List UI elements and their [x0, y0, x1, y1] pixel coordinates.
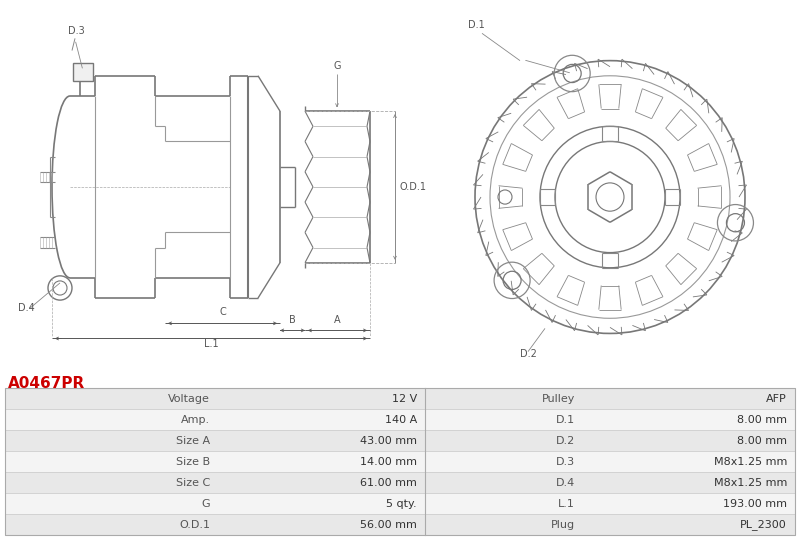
Text: D.3: D.3	[68, 26, 85, 36]
Text: 5 qty.: 5 qty.	[386, 499, 417, 508]
Bar	[5, 493, 425, 514]
Text: 140 A: 140 A	[385, 415, 417, 425]
Text: G: G	[334, 61, 341, 71]
Text: M8x1.25 mm: M8x1.25 mm	[714, 478, 787, 488]
Text: 56.00 mm: 56.00 mm	[360, 519, 417, 530]
Bar	[425, 472, 795, 493]
Text: L.1: L.1	[204, 339, 218, 349]
Bar	[5, 451, 425, 472]
Text: D.1: D.1	[468, 20, 485, 30]
Text: B: B	[289, 315, 296, 325]
Text: A: A	[334, 315, 341, 325]
Text: PL_2300: PL_2300	[740, 519, 787, 530]
Bar	[425, 409, 795, 430]
Text: 12 V: 12 V	[392, 394, 417, 404]
Bar	[425, 493, 795, 514]
Text: AFP: AFP	[766, 394, 787, 404]
Text: L.1: L.1	[558, 499, 575, 508]
Bar	[5, 388, 425, 409]
Text: D.4: D.4	[556, 478, 575, 488]
Text: Plug: Plug	[551, 519, 575, 530]
Bar	[425, 388, 795, 409]
Text: Voltage: Voltage	[168, 394, 210, 404]
Text: C: C	[219, 307, 226, 318]
Bar	[425, 451, 795, 472]
Text: D.2: D.2	[520, 349, 537, 359]
Text: 61.00 mm: 61.00 mm	[360, 478, 417, 488]
Bar	[425, 514, 795, 535]
Text: A0467PR: A0467PR	[8, 376, 86, 391]
Text: Pulley: Pulley	[542, 394, 575, 404]
Bar	[5, 388, 795, 535]
Text: Size C: Size C	[176, 478, 210, 488]
Text: 8.00 mm: 8.00 mm	[737, 436, 787, 446]
Text: M8x1.25 mm: M8x1.25 mm	[714, 456, 787, 466]
Text: 193.00 mm: 193.00 mm	[723, 499, 787, 508]
Bar	[5, 409, 425, 430]
Text: D.2: D.2	[556, 436, 575, 446]
Bar	[5, 472, 425, 493]
Bar	[5, 514, 425, 535]
Text: D.3: D.3	[556, 456, 575, 466]
Text: Size B: Size B	[176, 456, 210, 466]
Text: D.1: D.1	[556, 415, 575, 425]
Text: D.4: D.4	[18, 303, 34, 313]
Text: O.D.1: O.D.1	[179, 519, 210, 530]
Text: O.D.1: O.D.1	[400, 182, 427, 192]
Bar	[73, 62, 93, 81]
Text: 14.00 mm: 14.00 mm	[360, 456, 417, 466]
Text: 43.00 mm: 43.00 mm	[360, 436, 417, 446]
Bar	[5, 430, 425, 451]
Bar	[425, 430, 795, 451]
Text: 8.00 mm: 8.00 mm	[737, 415, 787, 425]
Text: G: G	[202, 499, 210, 508]
Text: Amp.: Amp.	[181, 415, 210, 425]
Text: Size A: Size A	[176, 436, 210, 446]
